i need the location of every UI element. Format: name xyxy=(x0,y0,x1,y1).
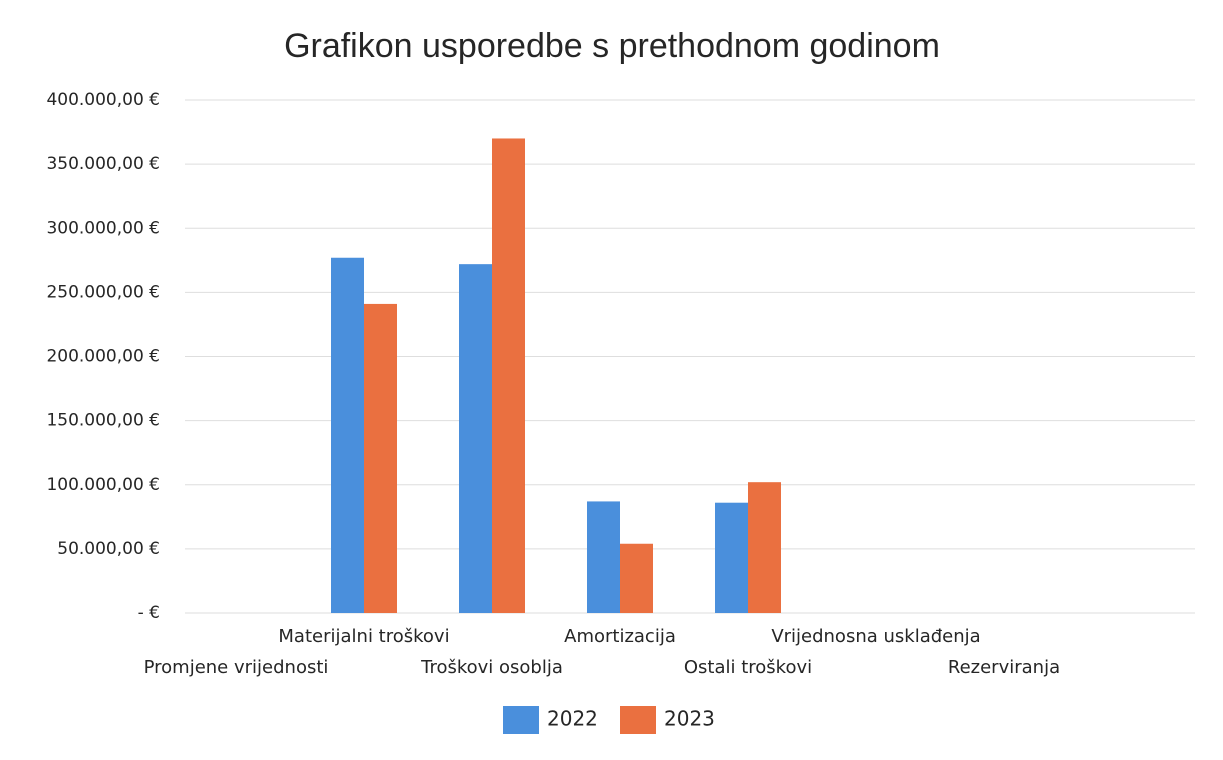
bar xyxy=(364,303,397,613)
bar xyxy=(331,257,364,613)
bar xyxy=(587,501,620,613)
bar xyxy=(748,482,781,613)
legend-swatch xyxy=(620,706,656,734)
y-tick-label: - € xyxy=(138,603,160,623)
x-tick-label: Materijalni troškovi xyxy=(278,626,449,647)
y-tick-label: 200.000,00 € xyxy=(46,347,160,367)
y-tick-label: 300.000,00 € xyxy=(46,218,160,238)
bar xyxy=(492,138,525,613)
y-tick-label: 350.000,00 € xyxy=(46,154,160,174)
y-tick-label: 400.000,00 € xyxy=(46,90,160,110)
bar xyxy=(715,502,748,613)
legend-swatch xyxy=(503,706,539,734)
y-tick-label: 100.000,00 € xyxy=(46,475,160,495)
chart-title: Grafikon usporedbe s prethodnom godinom xyxy=(284,27,940,65)
y-tick-label: 50.000,00 € xyxy=(57,539,160,559)
bar xyxy=(620,543,653,613)
x-tick-label: Promjene vrijednosti xyxy=(144,657,329,678)
x-tick-label: Vrijednosna usklađenja xyxy=(771,626,980,647)
y-tick-label: 150.000,00 € xyxy=(46,411,160,431)
x-tick-label: Amortizacija xyxy=(564,626,676,647)
x-tick-label: Ostali troškovi xyxy=(684,657,812,678)
x-tick-label: Troškovi osoblja xyxy=(420,657,563,678)
bar xyxy=(459,264,492,613)
x-tick-label: Rezerviranja xyxy=(948,657,1060,678)
legend-label: 2022 xyxy=(547,707,598,731)
y-tick-label: 250.000,00 € xyxy=(46,282,160,302)
legend-label: 2023 xyxy=(664,707,715,731)
